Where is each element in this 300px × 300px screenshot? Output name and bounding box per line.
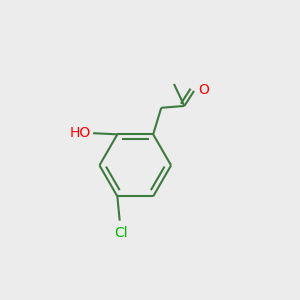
Text: O: O [198,83,209,97]
Text: HO: HO [70,125,91,140]
Text: Cl: Cl [114,226,128,240]
